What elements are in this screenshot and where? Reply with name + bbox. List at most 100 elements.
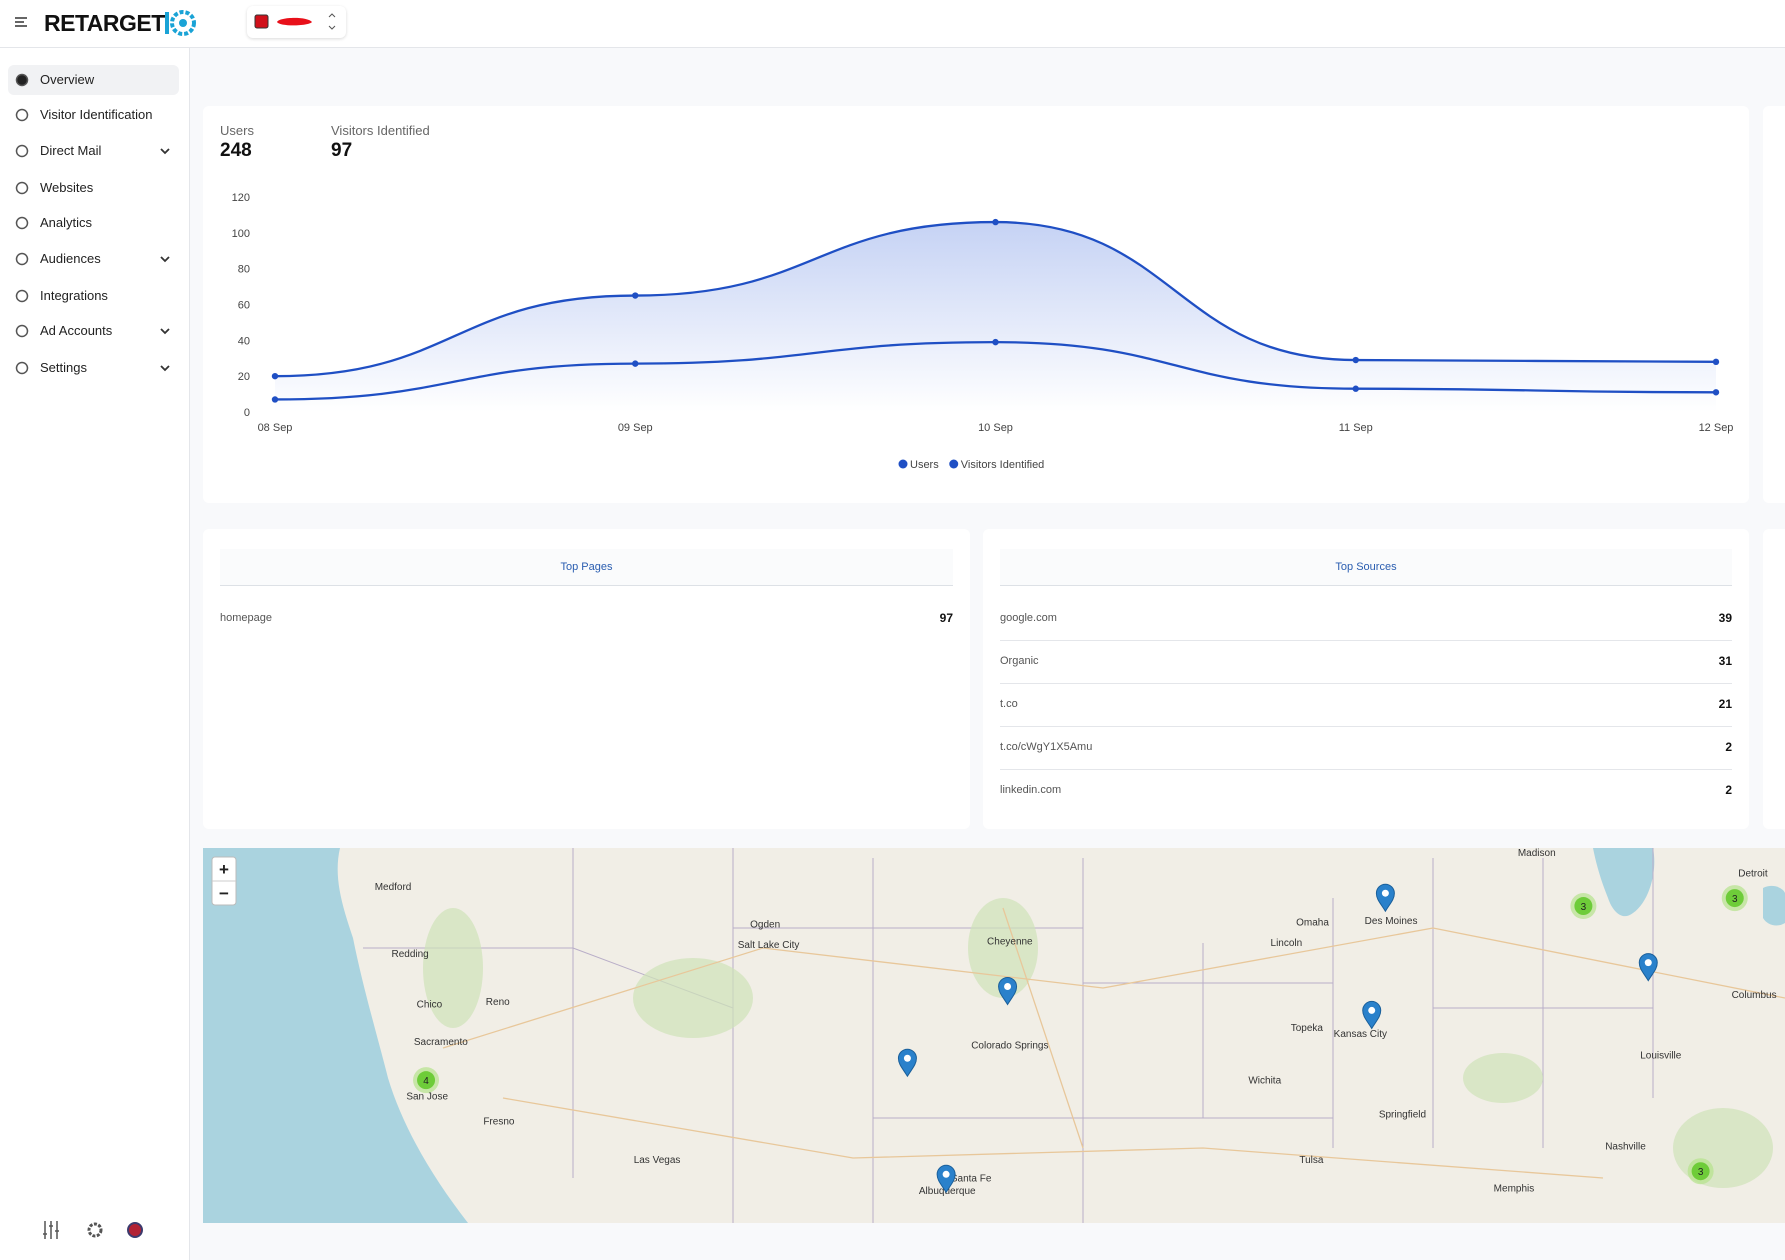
y-tick-label: 60 <box>238 300 250 312</box>
stat-value: 97 <box>331 140 353 161</box>
cluster-count: 3 <box>1698 1167 1704 1178</box>
chevron-shape <box>160 148 170 155</box>
city-label: Ogden <box>750 920 780 931</box>
point <box>271 396 279 403</box>
city-label: Fresno <box>483 1117 515 1128</box>
nav-item[interactable]: Audiences <box>8 244 179 274</box>
map-marker[interactable] <box>936 1164 956 1194</box>
x-tick-label: 10 Sep <box>978 422 1013 434</box>
point <box>632 360 639 367</box>
nav-icon <box>15 181 29 195</box>
nav-icon <box>15 252 29 266</box>
icon-shape <box>15 73 29 87</box>
y-tick-label: 40 <box>238 335 250 347</box>
city-label: Albuquerque <box>919 1186 976 1197</box>
table-row: t.co 21 <box>1000 683 1732 727</box>
legend-swatch <box>898 459 908 469</box>
city-label: Springfield <box>1379 1110 1426 1121</box>
nav-item[interactable]: Ad Accounts <box>8 316 179 346</box>
city-label: Medford <box>375 882 412 893</box>
top-sources-card: Top Sources google.com 39 Organic 31 t.co 21 t… <box>983 529 1749 829</box>
y-tick-label: 120 <box>232 192 250 204</box>
city-label: San Jose <box>406 1091 448 1102</box>
cluster <box>417 1071 436 1090</box>
chart: 0 20 40 60 80 100 120 08 Sep 09 Sep 10 Sep 11 Sep 1… <box>232 192 1734 471</box>
nav-item[interactable]: Websites <box>8 173 179 203</box>
map-marker[interactable] <box>1638 953 1658 982</box>
row-value: 2 <box>1725 783 1732 797</box>
point <box>1712 389 1720 396</box>
legend-label[interactable]: Users <box>910 459 939 471</box>
footer-icons <box>43 1221 143 1239</box>
nav-item[interactable]: Analytics <box>8 208 179 238</box>
map-marker[interactable] <box>1362 1000 1382 1030</box>
city-label: Santa Fe <box>951 1173 992 1184</box>
cluster-count: 3 <box>1581 902 1587 913</box>
chevron <box>160 365 170 372</box>
cluster-count: 4 <box>423 1076 429 1087</box>
nav-label: Direct Mail <box>40 143 102 158</box>
chevron-shape <box>160 365 170 372</box>
point <box>1352 356 1359 364</box>
x-tick-label: 09 Sep <box>618 422 653 434</box>
nav-icon <box>15 324 29 338</box>
city-label: Nashville <box>1605 1142 1646 1153</box>
nav-item[interactable]: Settings <box>8 353 179 383</box>
nav-label: Integrations <box>40 288 108 303</box>
map-marker[interactable] <box>897 1048 917 1078</box>
x-tick-label: 08 Sep <box>258 422 293 434</box>
city-label: Columbus <box>1732 990 1777 1001</box>
zoom-button[interactable]: + <box>219 860 229 879</box>
marker-dot <box>1004 983 1012 991</box>
point <box>1712 358 1720 366</box>
marker-dot <box>1381 889 1389 897</box>
nav-item[interactable]: Overview <box>8 65 179 95</box>
area <box>275 222 1716 412</box>
stat-value: 248 <box>220 140 252 161</box>
account-selector[interactable] <box>247 6 346 38</box>
row-label: t.co/cWgY1X5Amu <box>1000 741 1093 753</box>
legend-label[interactable]: Visitors Identified <box>961 459 1045 471</box>
chevron-shape <box>160 256 170 263</box>
zoom-button[interactable]: − <box>219 884 229 903</box>
x-tick-label: 12 Sep <box>1699 422 1734 434</box>
map-marker[interactable] <box>998 977 1018 1006</box>
nav-item[interactable]: Visitor Identification <box>8 100 179 130</box>
nav-item[interactable]: Integrations <box>8 281 179 311</box>
nav-label: Websites <box>40 180 94 195</box>
map[interactable]: Medford Redding Chico Sacramento Reno San Jos… <box>203 848 1785 1223</box>
marker-dot <box>942 1170 950 1178</box>
y-tick-label: 0 <box>244 407 250 419</box>
flag-icon[interactable] <box>127 1222 143 1238</box>
stat-label: Visitors Identified <box>331 123 430 138</box>
cluster-count: 3 <box>1732 894 1738 905</box>
nav-label: Visitor Identification <box>40 107 153 122</box>
table-row: homepage 97 <box>220 597 953 640</box>
city-label: Sacramento <box>414 1037 468 1048</box>
city-label: Chico <box>417 999 443 1010</box>
map-marker[interactable] <box>1375 883 1395 913</box>
city-label: Madison <box>1518 848 1556 859</box>
side-card <box>1763 106 1785 503</box>
icon-shape <box>15 289 29 303</box>
point <box>271 372 279 380</box>
settings-icon[interactable] <box>87 1222 103 1238</box>
top-bar: RETARGET <box>0 0 1785 48</box>
nav-icon <box>15 361 29 375</box>
nav-item[interactable]: Direct Mail <box>8 136 179 166</box>
city-label: Topeka <box>1291 1023 1324 1034</box>
icon-shape <box>15 216 29 230</box>
city-label: Cheyenne <box>987 937 1033 948</box>
city-label: Wichita <box>1248 1076 1281 1087</box>
nav-label: Audiences <box>40 251 101 266</box>
city-label: Redding <box>391 949 428 960</box>
row-label: t.co <box>1000 698 1018 710</box>
marker-dot <box>1644 959 1652 967</box>
y-tick-label: 80 <box>238 264 250 276</box>
menu-icon[interactable] <box>14 15 28 29</box>
top-pages-card: Top Pages homepage 97 <box>203 529 970 829</box>
y-tick-label: 20 <box>238 371 250 383</box>
row-value: 2 <box>1725 740 1732 754</box>
filter-icon[interactable] <box>43 1221 59 1239</box>
